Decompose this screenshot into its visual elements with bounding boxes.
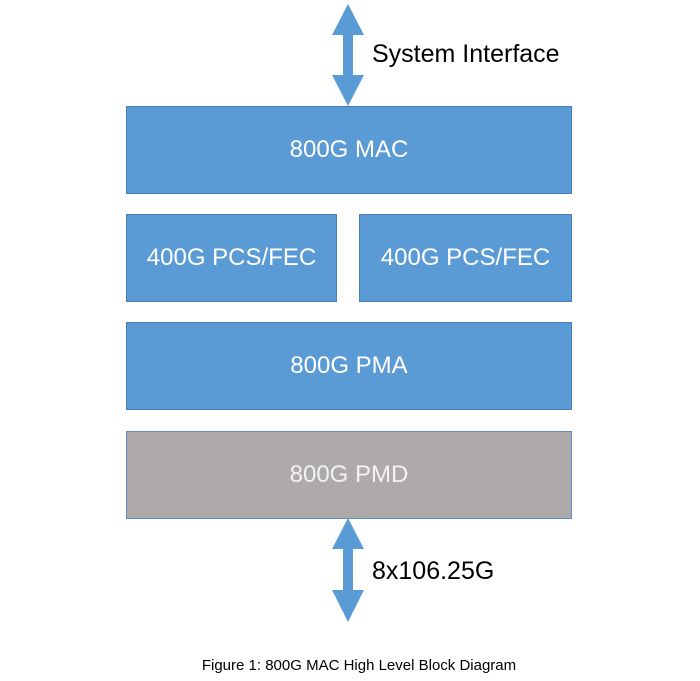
line-interface-arrow-icon	[332, 518, 364, 622]
figure-caption: Figure 1: 800G MAC High Level Block Diag…	[201, 657, 517, 674]
mac-block: 800G MAC	[126, 106, 572, 194]
system-interface-label: System Interface	[372, 40, 560, 68]
pcs-fec-block-right: 400G PCS/FEC	[359, 214, 572, 302]
pmd-block: 800G PMD	[126, 431, 572, 519]
pcs-fec-block-left: 400G PCS/FEC	[126, 214, 337, 302]
system-interface-arrow-icon	[332, 4, 364, 106]
line-interface-label: 8x106.25G	[372, 557, 495, 585]
pma-block: 800G PMA	[126, 322, 572, 410]
